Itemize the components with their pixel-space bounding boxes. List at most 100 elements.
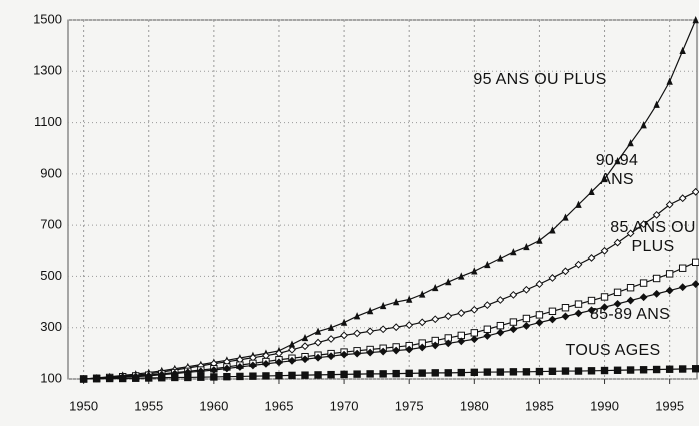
point bbox=[575, 200, 582, 208]
point bbox=[627, 139, 634, 147]
point bbox=[509, 368, 518, 376]
point bbox=[457, 368, 465, 377]
point bbox=[613, 366, 622, 374]
point bbox=[444, 312, 453, 321]
point bbox=[496, 368, 505, 376]
point bbox=[145, 374, 153, 382]
point bbox=[549, 226, 556, 234]
point bbox=[262, 359, 270, 368]
point bbox=[522, 285, 531, 294]
x-tick-label: 1965 bbox=[265, 398, 294, 413]
point bbox=[470, 368, 479, 377]
point bbox=[353, 312, 361, 320]
point bbox=[275, 358, 283, 367]
point bbox=[639, 279, 648, 287]
point bbox=[626, 366, 635, 374]
point bbox=[379, 325, 388, 334]
point bbox=[222, 364, 231, 373]
point bbox=[458, 272, 465, 280]
point bbox=[652, 274, 661, 283]
point bbox=[496, 296, 505, 304]
point bbox=[574, 367, 583, 375]
point bbox=[496, 328, 505, 337]
point bbox=[471, 267, 478, 275]
point bbox=[561, 312, 570, 321]
x-tick-label: 1995 bbox=[655, 398, 684, 413]
point bbox=[678, 264, 687, 272]
point bbox=[457, 309, 466, 318]
point bbox=[600, 303, 609, 312]
point bbox=[640, 121, 647, 129]
series-label: 95 ANS OU PLUS bbox=[473, 71, 607, 88]
point bbox=[431, 315, 440, 324]
point bbox=[639, 293, 648, 302]
point bbox=[561, 267, 570, 276]
point bbox=[613, 288, 622, 297]
series-label: TOUS AGES bbox=[565, 342, 661, 359]
point bbox=[366, 307, 374, 315]
point bbox=[418, 369, 426, 377]
point bbox=[418, 318, 427, 327]
point bbox=[132, 374, 140, 382]
point bbox=[600, 293, 609, 301]
point bbox=[678, 283, 687, 292]
point bbox=[574, 260, 583, 269]
point bbox=[79, 375, 88, 383]
point bbox=[653, 100, 660, 108]
point bbox=[548, 307, 557, 316]
point bbox=[614, 157, 621, 165]
plot-frame bbox=[67, 19, 698, 380]
point bbox=[600, 246, 609, 255]
point bbox=[419, 290, 426, 298]
point bbox=[340, 370, 348, 379]
point bbox=[105, 374, 114, 383]
point bbox=[626, 284, 635, 292]
point bbox=[587, 306, 596, 315]
point bbox=[665, 365, 674, 373]
point bbox=[522, 368, 531, 376]
point bbox=[288, 340, 296, 348]
point bbox=[209, 366, 218, 374]
x-tick-label: 1980 bbox=[460, 398, 489, 413]
point bbox=[379, 301, 387, 310]
point bbox=[548, 315, 557, 324]
point bbox=[314, 353, 322, 362]
point bbox=[444, 339, 453, 348]
point bbox=[314, 327, 322, 335]
point bbox=[652, 210, 661, 219]
point bbox=[613, 299, 622, 308]
y-tick-label: 1500 bbox=[33, 11, 62, 26]
point bbox=[483, 332, 492, 340]
point bbox=[484, 260, 491, 269]
x-tick-label: 1960 bbox=[199, 398, 228, 413]
point bbox=[340, 350, 348, 359]
point bbox=[548, 367, 557, 376]
point bbox=[197, 373, 205, 381]
point bbox=[548, 274, 557, 282]
point bbox=[561, 367, 570, 375]
point bbox=[470, 329, 479, 337]
series-label: 85-89 ANS bbox=[589, 306, 671, 323]
point bbox=[665, 286, 674, 295]
point bbox=[301, 333, 309, 342]
point bbox=[587, 296, 596, 305]
point bbox=[535, 367, 544, 376]
point bbox=[666, 77, 673, 85]
point bbox=[639, 220, 648, 229]
point bbox=[639, 366, 648, 374]
point bbox=[509, 318, 518, 326]
point bbox=[249, 361, 257, 370]
point bbox=[301, 342, 309, 351]
point bbox=[405, 345, 414, 354]
point bbox=[353, 370, 361, 378]
point bbox=[587, 254, 596, 262]
point bbox=[327, 323, 335, 331]
point bbox=[431, 341, 440, 350]
y-tick-label: 100 bbox=[40, 370, 62, 385]
point bbox=[405, 295, 413, 303]
point bbox=[535, 318, 544, 327]
point bbox=[327, 335, 335, 343]
point bbox=[470, 335, 479, 344]
